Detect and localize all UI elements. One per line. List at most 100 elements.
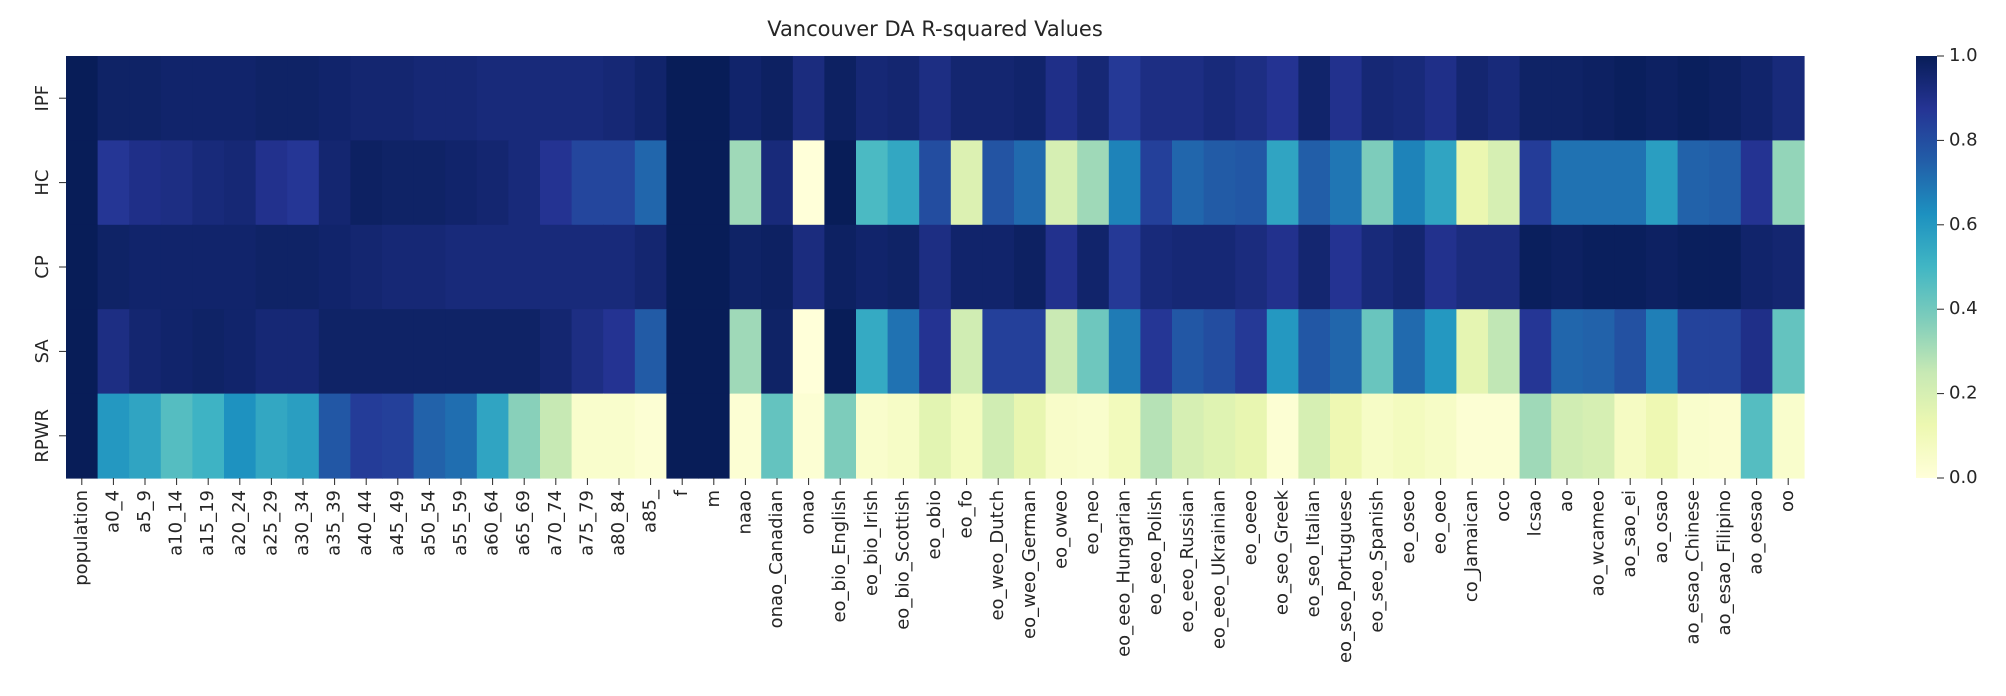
heatmap-cell — [856, 56, 889, 141]
heatmap-cell — [1488, 140, 1521, 226]
heatmap-cell — [1266, 140, 1299, 226]
heatmap-cell — [1298, 56, 1331, 141]
x-tick-label: ao_wcameo — [1588, 490, 1609, 596]
heatmap-cell — [698, 56, 731, 141]
x-tick-label: eo_fo — [956, 490, 977, 538]
heatmap-cell — [729, 224, 762, 310]
heatmap-cell — [982, 56, 1015, 141]
heatmap-cell — [1456, 393, 1489, 479]
heatmap-cell — [1266, 309, 1299, 395]
heatmap-cell — [603, 224, 636, 310]
heatmap-cell — [919, 393, 952, 479]
heatmap-cell — [1456, 140, 1489, 226]
heatmap-cell — [698, 393, 731, 479]
x-tick-label: eo_seo_Portuguese — [1335, 490, 1356, 663]
heatmap-cell — [1614, 224, 1647, 310]
heatmap-cell — [540, 309, 573, 395]
heatmap-cell — [1582, 393, 1615, 479]
heatmap-cell — [571, 140, 604, 226]
x-tick-label: eo_eeo_Ukrainian — [1208, 490, 1229, 649]
heatmap-cell — [382, 140, 415, 226]
heatmap-cell — [413, 140, 446, 226]
heatmap-cell — [1740, 309, 1773, 395]
x-tick-label: eo_weo_Dutch — [987, 490, 1008, 621]
heatmap-cell — [1235, 224, 1268, 310]
heatmap-cell — [1456, 309, 1489, 395]
heatmap-cell — [634, 309, 667, 395]
heatmap-cell — [792, 393, 825, 479]
heatmap-cell — [1424, 309, 1457, 395]
heatmap-cell — [318, 309, 351, 395]
x-tick-label: eo_seo_Spanish — [1366, 490, 1387, 633]
x-tick-label: oco — [1493, 490, 1514, 522]
x-tick-label: a70_74 — [545, 490, 566, 556]
x-tick-label: a40_44 — [355, 490, 376, 556]
heatmap-cell — [540, 140, 573, 226]
heatmap-cell — [729, 140, 762, 226]
heatmap-cell — [1045, 393, 1078, 479]
colorbar-tick-label: 0.0 — [1949, 467, 1978, 488]
heatmap-cell — [666, 309, 699, 395]
heatmap-cell — [698, 140, 731, 226]
x-tick-label: lcsao — [1524, 490, 1545, 536]
heatmap-cell — [603, 393, 636, 479]
heatmap-cell — [887, 140, 920, 226]
heatmap-cell — [603, 140, 636, 226]
heatmap-cell — [1172, 224, 1205, 310]
heatmap-cell — [1266, 224, 1299, 310]
heatmap-cell — [1393, 224, 1426, 310]
heatmap-cell — [1614, 309, 1647, 395]
heatmap-cell — [382, 224, 415, 310]
heatmap-cell — [761, 224, 794, 310]
heatmap-cell — [1393, 56, 1426, 141]
heatmap-cell — [508, 56, 541, 141]
heatmap-cell — [1393, 309, 1426, 395]
heatmap-cell — [603, 309, 636, 395]
heatmap-cell — [1045, 224, 1078, 310]
heatmap-cell — [1266, 393, 1299, 479]
heatmap-cell — [129, 224, 162, 310]
heatmap-cell — [1203, 56, 1236, 141]
heatmap-cell — [634, 393, 667, 479]
heatmap-cell — [66, 56, 99, 141]
heatmap-cell — [66, 224, 99, 310]
heatmap-cell — [824, 309, 857, 395]
x-tick-label: ao_oesao — [1746, 490, 1767, 575]
x-tick-label: eo_bio_Irish — [861, 490, 882, 596]
heatmap-cell — [1108, 224, 1141, 310]
x-tick-label: m — [703, 490, 724, 508]
heatmap-cell — [698, 309, 731, 395]
x-tick-label: a60_64 — [482, 490, 503, 556]
x-tick-label: eo_oeo — [1430, 490, 1451, 554]
x-tick-label: a15_19 — [197, 490, 218, 556]
colorbar-gradient — [1916, 56, 1937, 478]
x-tick-label: a45_49 — [387, 490, 408, 556]
heatmap-cell — [824, 224, 857, 310]
heatmap-cell — [255, 224, 288, 310]
heatmap-cell — [950, 393, 983, 479]
heatmap-cell — [508, 224, 541, 310]
x-tick-label: a85_ — [640, 489, 661, 533]
heatmap-cell — [382, 393, 415, 479]
heatmap-cell — [255, 140, 288, 226]
heatmap-cell — [382, 309, 415, 395]
heatmap-cell — [1424, 393, 1457, 479]
heatmap-cell — [1772, 56, 1805, 141]
heatmap-cell — [1077, 224, 1110, 310]
x-tick-label: a80_84 — [608, 490, 629, 556]
heatmap-cell — [982, 140, 1015, 226]
heatmap-cell — [1330, 309, 1363, 395]
heatmap-cell — [761, 140, 794, 226]
heatmap-cell — [1677, 140, 1710, 226]
heatmap-cell — [1330, 56, 1363, 141]
heatmap-cell — [1582, 309, 1615, 395]
heatmap-cell — [287, 393, 320, 479]
heatmap-cell — [255, 56, 288, 141]
heatmap-cell — [476, 224, 509, 310]
heatmap-cell — [1709, 140, 1742, 226]
heatmap-cell — [761, 309, 794, 395]
heatmap-cell — [160, 224, 193, 310]
heatmap-cell — [729, 56, 762, 141]
heatmap-cell — [571, 56, 604, 141]
heatmap-cell — [887, 393, 920, 479]
